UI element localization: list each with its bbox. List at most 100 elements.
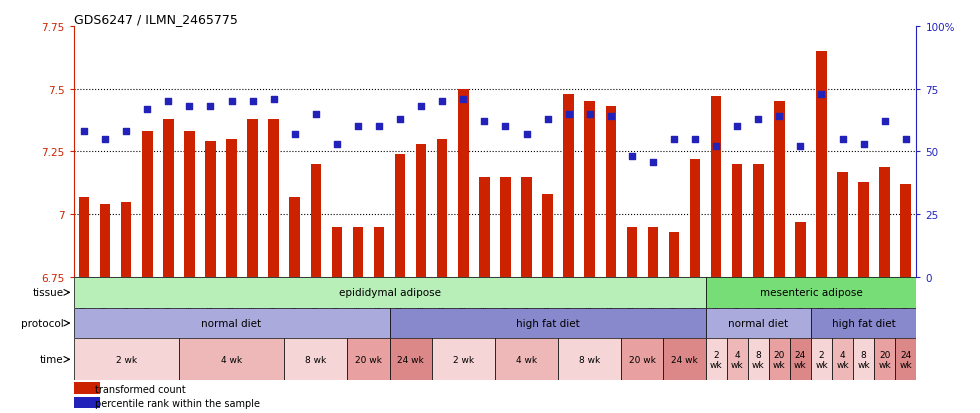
Point [561, 111, 576, 118]
Bar [706, 278, 916, 308]
Point [540, 116, 556, 123]
Point [603, 114, 618, 120]
Text: 4
wk: 4 wk [731, 350, 744, 369]
Point [97, 136, 113, 143]
Bar [727, 339, 748, 380]
Bar [121, 202, 131, 278]
Text: high fat diet: high fat diet [832, 318, 896, 328]
Text: 24
wk: 24 wk [794, 350, 807, 369]
Bar [816, 52, 827, 278]
Bar [564, 95, 574, 278]
Point [287, 131, 303, 138]
Point [751, 116, 766, 123]
Bar [78, 197, 89, 278]
Point [835, 136, 851, 143]
Bar [395, 154, 406, 278]
Point [898, 136, 913, 143]
Bar [748, 339, 769, 380]
Point [498, 124, 514, 131]
Point [582, 111, 598, 118]
Point [687, 136, 703, 143]
Bar [626, 227, 637, 278]
Point [771, 114, 787, 120]
Point [266, 96, 281, 103]
Bar [74, 339, 178, 380]
Text: normal diet: normal diet [202, 318, 262, 328]
Point [645, 159, 661, 166]
Bar [74, 278, 706, 308]
Point [350, 124, 366, 131]
Bar [495, 339, 559, 380]
Point [392, 116, 408, 123]
Point [476, 119, 492, 125]
Bar [690, 159, 701, 278]
Bar [500, 177, 511, 278]
Text: high fat diet: high fat diet [515, 318, 579, 328]
Point [76, 129, 92, 135]
Bar [289, 197, 300, 278]
Text: percentile rank within the sample: percentile rank within the sample [94, 398, 260, 408]
Point [518, 131, 534, 138]
Bar [648, 227, 659, 278]
Bar [668, 232, 679, 278]
Text: 2 wk: 2 wk [116, 355, 137, 364]
Bar [710, 97, 721, 278]
Point [729, 124, 745, 131]
Bar [284, 339, 348, 380]
Text: 8
wk: 8 wk [752, 350, 764, 369]
Point [371, 124, 387, 131]
Bar [811, 339, 832, 380]
Point [793, 144, 808, 150]
Point [414, 104, 429, 110]
Bar [837, 172, 848, 278]
Text: 20 wk: 20 wk [629, 355, 656, 364]
Bar [774, 102, 785, 278]
Point [456, 96, 471, 103]
Bar [74, 397, 101, 408]
Text: 24 wk: 24 wk [397, 355, 424, 364]
Bar [706, 308, 811, 339]
Bar [901, 185, 911, 278]
Text: 8 wk: 8 wk [305, 355, 326, 364]
Bar [858, 182, 869, 278]
Text: 20
wk: 20 wk [773, 350, 786, 369]
Bar [790, 339, 811, 380]
Bar [247, 119, 258, 278]
Bar [353, 227, 364, 278]
Text: 20
wk: 20 wk [878, 350, 891, 369]
Bar [416, 145, 426, 278]
Bar [559, 339, 621, 380]
Point [813, 91, 829, 98]
Point [624, 154, 640, 160]
Text: protocol: protocol [21, 318, 64, 328]
Point [877, 119, 893, 125]
Text: 4 wk: 4 wk [515, 355, 537, 364]
Text: time: time [40, 354, 64, 364]
Point [709, 144, 724, 150]
Bar [874, 339, 896, 380]
Bar [706, 339, 727, 380]
Text: normal diet: normal diet [728, 318, 788, 328]
Bar [811, 308, 916, 339]
Bar [269, 119, 279, 278]
Bar [479, 177, 490, 278]
Bar [226, 140, 237, 278]
Bar [390, 308, 706, 339]
Bar [854, 339, 874, 380]
Bar [163, 119, 173, 278]
Bar [74, 382, 101, 394]
Bar [896, 339, 916, 380]
Bar [663, 339, 706, 380]
Bar [753, 165, 763, 278]
Text: tissue: tissue [32, 288, 64, 298]
Bar [178, 339, 284, 380]
Text: 2
wk: 2 wk [710, 350, 722, 369]
Text: 8 wk: 8 wk [579, 355, 601, 364]
Point [434, 99, 450, 105]
Bar [311, 165, 321, 278]
Point [245, 99, 261, 105]
Text: 4 wk: 4 wk [220, 355, 242, 364]
Bar [732, 165, 743, 278]
Bar [437, 140, 448, 278]
Bar [100, 205, 111, 278]
